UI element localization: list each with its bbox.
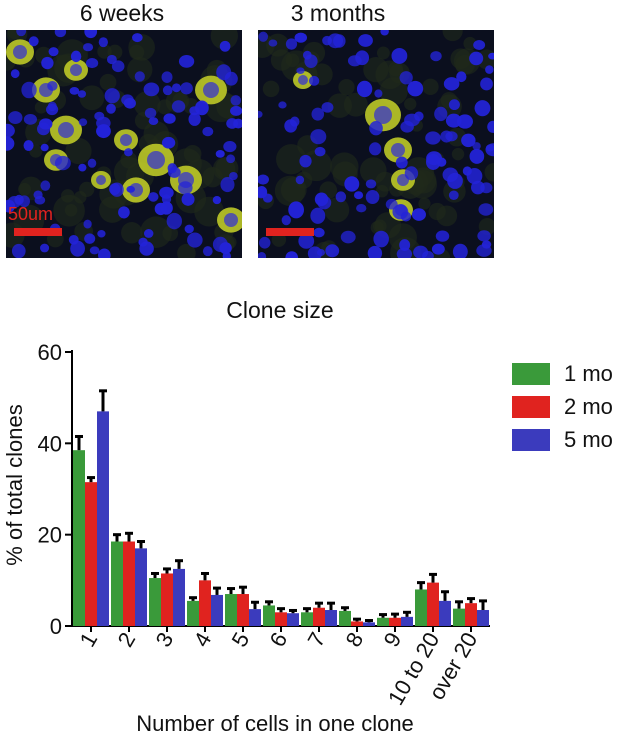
legend-swatch — [512, 396, 550, 418]
chart-title: Clone size — [226, 297, 333, 323]
micrograph-6-weeks: 50um — [6, 30, 242, 258]
x-axis-label: Number of cells in one clone — [136, 711, 414, 736]
bar — [401, 616, 413, 626]
panel-title-3-months: 3 months — [290, 0, 386, 26]
bar — [123, 541, 135, 626]
bar — [287, 613, 299, 626]
scale-bar — [266, 228, 314, 236]
scale-bar-label: 50um — [8, 204, 53, 224]
bar — [325, 610, 337, 626]
bar — [313, 607, 325, 626]
bar — [73, 450, 85, 626]
bar — [377, 617, 389, 626]
y-tick-label: 0 — [50, 614, 62, 639]
legend-label: 5 mo — [564, 427, 613, 452]
bar — [465, 603, 477, 626]
bar — [85, 482, 97, 626]
bar — [249, 609, 261, 626]
bar — [111, 541, 123, 626]
x-tick-label: 1 — [75, 628, 103, 651]
bar — [477, 610, 489, 626]
x-tick-label: 8 — [341, 628, 369, 651]
panel-title-6-weeks: 6 weeks — [79, 0, 165, 26]
bar — [427, 582, 439, 626]
series-1-mo — [73, 434, 465, 626]
legend-label: 2 mo — [564, 394, 613, 419]
scale-bar — [14, 228, 62, 236]
series-5-mo — [97, 389, 489, 626]
legend-swatch — [512, 429, 550, 451]
x-tick-label: 5 — [227, 628, 255, 651]
marker-positive-cells — [6, 39, 242, 233]
y-tick-label: 20 — [38, 523, 62, 548]
bar — [135, 548, 147, 626]
bar — [173, 568, 185, 626]
bar — [363, 622, 375, 626]
x-tick-label: 3 — [151, 628, 179, 651]
bar — [339, 610, 351, 626]
bar — [199, 580, 211, 626]
bar — [237, 594, 249, 626]
legend-item: 1 mo — [512, 361, 613, 387]
bar — [351, 621, 363, 626]
bar — [211, 594, 223, 626]
x-tick-label: 4 — [189, 628, 217, 651]
legend-item: 5 mo — [512, 427, 613, 453]
y-axis-label: % of total clones — [2, 404, 27, 565]
clone-size-chart: Clone size % of total clones Number of c… — [2, 297, 490, 736]
bar — [301, 612, 313, 626]
x-tick-label: 7 — [303, 628, 331, 651]
bar — [275, 612, 287, 626]
x-tick-label: 2 — [113, 628, 141, 651]
legend-item: 2 mo — [512, 394, 613, 420]
bar — [149, 578, 161, 626]
nuclei — [6, 30, 242, 258]
bar — [415, 589, 427, 626]
bar — [97, 411, 109, 626]
micrograph-3-months — [258, 30, 494, 258]
bar — [453, 608, 465, 626]
nuclei — [258, 30, 494, 258]
bar — [439, 600, 451, 626]
bar — [187, 600, 199, 626]
bar — [225, 594, 237, 626]
x-tick-label: 6 — [265, 628, 293, 651]
y-tick-label: 40 — [38, 431, 62, 456]
legend-swatch — [512, 363, 550, 385]
y-tick-label: 60 — [38, 340, 62, 365]
legend-label: 1 mo — [564, 361, 613, 386]
bar — [389, 617, 401, 626]
bar — [161, 573, 173, 626]
x-tick-label: 9 — [379, 628, 407, 651]
bar — [263, 605, 275, 626]
series-2-mo — [85, 476, 477, 626]
